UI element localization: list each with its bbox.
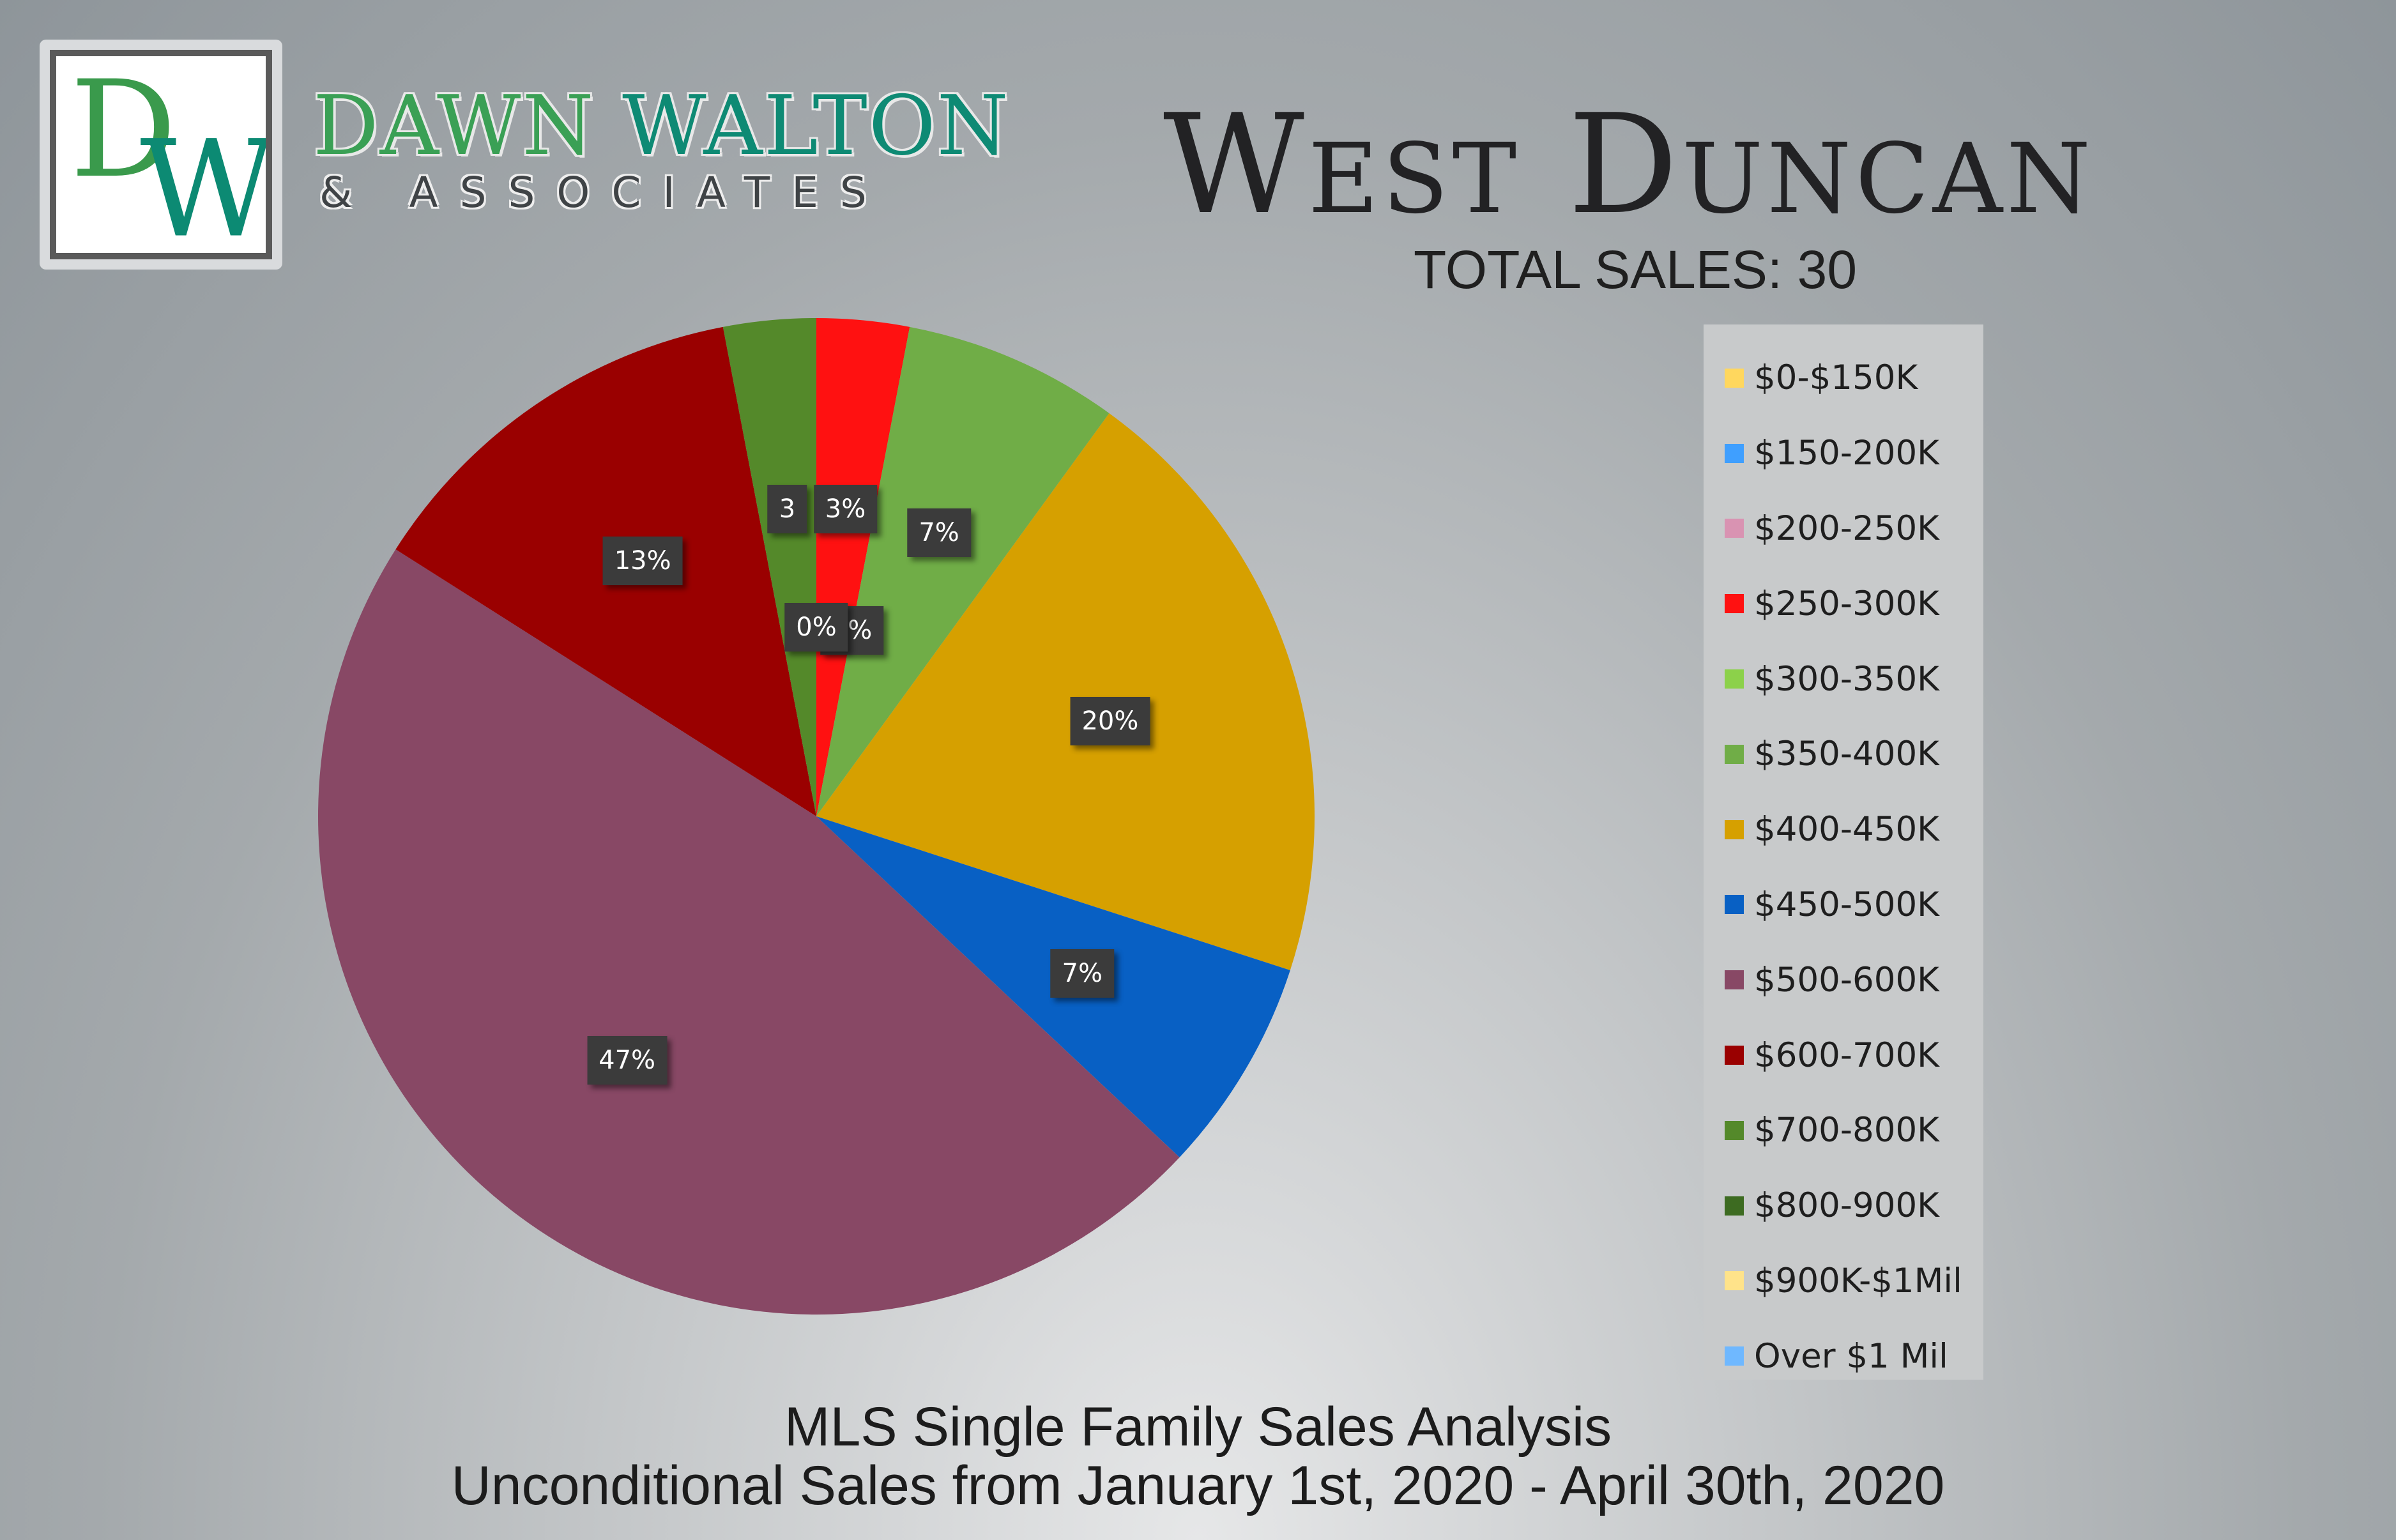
legend-swatch — [1725, 1271, 1744, 1291]
pie-slice-6 — [816, 413, 1315, 971]
chart-title: West Duncan — [1163, 84, 2095, 245]
dw-monogram-icon: D W — [70, 56, 266, 253]
legend-label: $500-600K — [1754, 960, 1939, 1000]
legend-item: $200-250K — [1704, 491, 1983, 567]
legend-item: $400-450K — [1704, 792, 1983, 867]
legend-swatch — [1725, 519, 1744, 538]
legend-item: $250-300K — [1704, 566, 1983, 641]
pie-slice-3 — [816, 318, 910, 816]
data-label-3: 3% — [813, 484, 878, 533]
legend-swatch — [1725, 1196, 1744, 1216]
data-label-9: 13% — [602, 537, 683, 586]
data-label-10: 3 — [767, 484, 807, 533]
legend-item: $0-$150K — [1704, 340, 1983, 416]
brand-last-name: WALTON — [622, 79, 1010, 174]
legend-label: $600-700K — [1754, 1035, 1939, 1075]
chart-legend: $0-$150K $150-200K $200-250K $250-300K $300-… — [1704, 324, 1983, 1380]
legend-swatch — [1725, 970, 1744, 990]
legend-label: $900K-$1Mil — [1754, 1261, 1962, 1300]
legend-swatch — [1725, 443, 1744, 463]
data-label-11: 0% — [784, 602, 848, 652]
legend-item: $300-350K — [1704, 641, 1983, 717]
pie-slice-8 — [317, 549, 1180, 1315]
legend-item: $150-200K — [1704, 416, 1983, 491]
legend-item: Over $1 Mil — [1704, 1318, 1983, 1394]
monogram-w: W — [140, 112, 266, 253]
legend-swatch — [1725, 594, 1744, 614]
legend-label: $700-800K — [1754, 1111, 1939, 1150]
legend-label: $800-900K — [1754, 1186, 1939, 1226]
legend-item: $450-500K — [1704, 867, 1983, 943]
legend-label: $150-200K — [1754, 434, 1939, 473]
brand-first-name: DAWN — [313, 79, 595, 174]
legend-label: $200-250K — [1754, 508, 1939, 548]
legend-label: $0-$150K — [1754, 358, 1918, 398]
pie-slice-5 — [816, 326, 1110, 817]
legend-item: $350-400K — [1704, 717, 1983, 792]
legend-swatch — [1725, 1120, 1744, 1140]
brand-subtitle: & ASSOCIATES — [319, 168, 889, 217]
legend-item: $500-600K — [1704, 942, 1983, 1018]
legend-label: $350-400K — [1754, 735, 1939, 774]
legend-swatch — [1725, 669, 1744, 689]
logo-monogram: D W — [50, 50, 272, 259]
legend-label: $300-350K — [1754, 659, 1939, 699]
legend-item: $800-900K — [1704, 1168, 1983, 1244]
legend-label: $400-450K — [1754, 810, 1939, 850]
legend-item: $900K-$1Mil — [1704, 1244, 1983, 1319]
legend-swatch — [1725, 368, 1744, 388]
legend-label: $450-500K — [1754, 885, 1939, 924]
legend-item: $600-700K — [1704, 1018, 1983, 1093]
logo-frame: D W — [40, 40, 282, 270]
data-label-8: 47% — [587, 1036, 668, 1085]
legend-item: $700-800K — [1704, 1093, 1983, 1168]
legend-swatch — [1725, 744, 1744, 764]
footer-line-2: Unconditional Sales from January 1st, 20… — [451, 1455, 1945, 1516]
data-label-7: 7% — [1050, 949, 1114, 998]
footer-line-1: MLS Single Family Sales Analysis — [784, 1396, 1612, 1458]
legend-label: $250-300K — [1754, 584, 1939, 623]
data-label-5: 7% — [907, 508, 971, 558]
pie-slice-10 — [722, 318, 816, 816]
legend-swatch — [1725, 895, 1744, 915]
brand-name: DAWN WALTON — [313, 82, 1010, 171]
data-label-6: 20% — [1070, 696, 1150, 745]
legend-swatch — [1725, 1346, 1744, 1366]
legend-label: Over $1 Mil — [1754, 1336, 1948, 1376]
legend-swatch — [1725, 1046, 1744, 1065]
monogram-d: D — [70, 56, 177, 208]
total-sales: TOTAL SALES: 30 — [1413, 240, 1858, 300]
legend-swatch — [1725, 820, 1744, 839]
